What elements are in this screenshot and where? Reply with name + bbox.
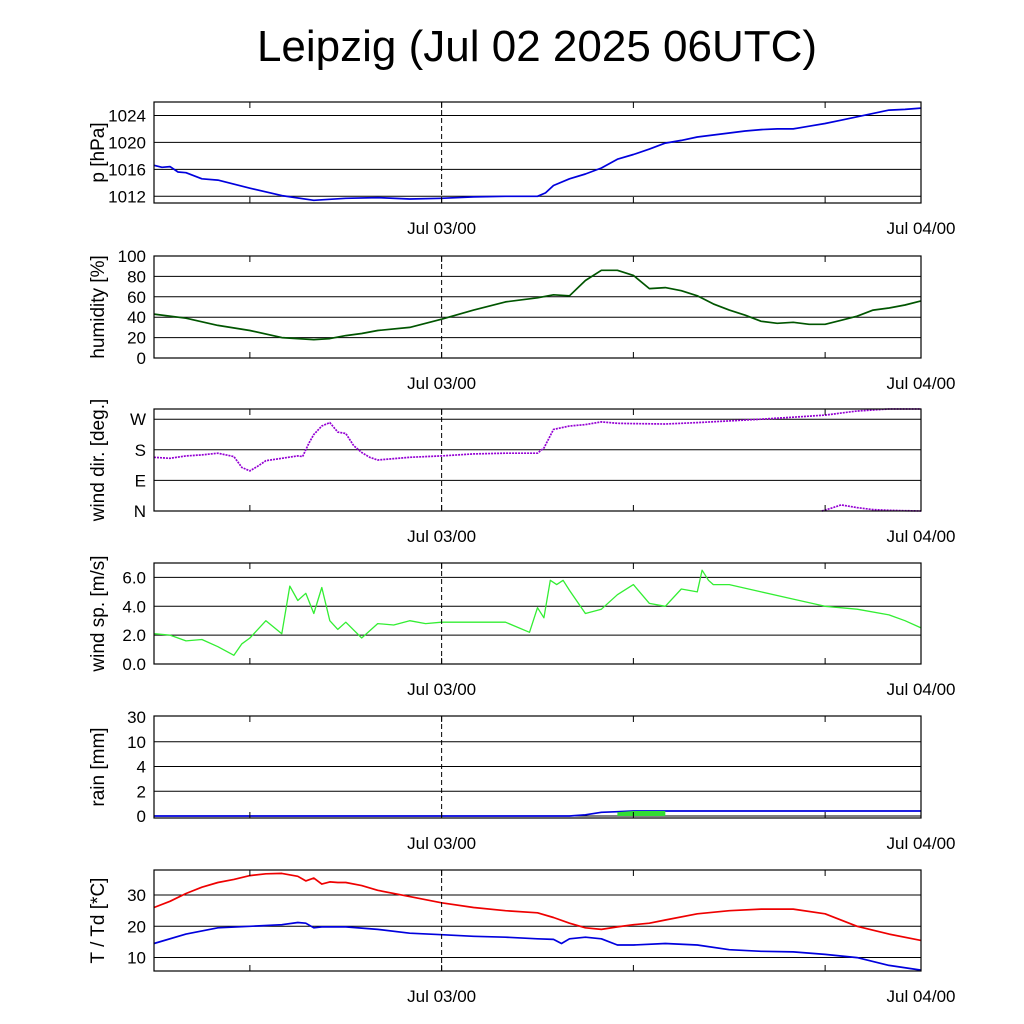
y-tick-label: 100: [118, 247, 146, 266]
x-tick-label: Jul 03/00: [407, 987, 476, 1006]
y-tick-label: 1016: [108, 160, 146, 179]
y-tick-label: 0.0: [122, 655, 146, 674]
y-tick-label: 1024: [108, 106, 146, 125]
y-tick-label: 2: [137, 782, 146, 801]
x-tick-label: Jul 04/00: [887, 987, 956, 1006]
y-axis-label: rain [mm]: [88, 727, 109, 806]
y-tick-label: 2.0: [122, 626, 146, 645]
y-tick-label: 60: [127, 288, 146, 307]
y-tick-label: 4.0: [122, 597, 146, 616]
y-tick-label: 0: [137, 349, 146, 368]
series-wind-dir: [821, 504, 922, 512]
y-tick-label: 1020: [108, 133, 146, 152]
y-axis-label: p [hPa]: [88, 122, 109, 182]
panel-1: 1012 1016 1020 1024 Jul 03/00 Jul 04/00 p [hPa…: [88, 101, 956, 238]
plot-frame: [153, 101, 922, 204]
y-axis-label: T / Td [*C]: [88, 878, 109, 964]
panel-6: 10 20 30 Jul 03/00 Jul 04/00 T / Td [*C]: [88, 869, 956, 1006]
x-tick-label: Jul 03/00: [407, 527, 476, 546]
x-tick-label: Jul 03/00: [407, 834, 476, 853]
x-tick-label: Jul 04/00: [887, 527, 956, 546]
y-axis-label: humidity [%]: [88, 255, 109, 358]
y-tick-label: 40: [127, 308, 146, 327]
series-dewpoint: [153, 921, 922, 971]
y-tick-label: 30: [127, 886, 146, 905]
chart-title: Leipzig (Jul 02 2025 06UTC): [256, 22, 818, 71]
series-humidity: [153, 269, 922, 341]
x-tick-label: Jul 04/00: [887, 680, 956, 699]
y-tick-label: 20: [127, 917, 146, 936]
y-tick-label: N: [134, 502, 146, 521]
y-tick-label: W: [130, 410, 146, 429]
series-rain-line: [154, 810, 921, 817]
y-axis-label: wind dir. [deg.]: [88, 399, 109, 523]
series-wind-speed: [153, 569, 922, 656]
plot-frame: [153, 255, 922, 359]
x-tick-label: Jul 04/00: [887, 374, 956, 393]
x-tick-label: Jul 03/00: [407, 219, 476, 238]
y-tick-label: E: [135, 471, 146, 490]
y-tick-label: 4: [137, 758, 146, 777]
x-tick-label: Jul 03/00: [407, 680, 476, 699]
panel-4: 0.0 2.0 4.0 6.0 Jul 03/00 Jul 04/00 wind sp. […: [88, 555, 956, 699]
y-tick-label: 20: [127, 329, 146, 348]
x-tick-label: Jul 04/00: [887, 834, 956, 853]
y-tick-label: 0: [137, 807, 146, 826]
plot-frame: [153, 869, 922, 972]
y-tick-label: 80: [127, 267, 146, 286]
series-pressure: [153, 107, 922, 202]
y-tick-label: S: [135, 441, 146, 460]
plot-frame: [153, 715, 922, 819]
plot-frame: [153, 408, 922, 512]
y-tick-label: 6.0: [122, 568, 146, 587]
panel-5: 0 2 4 10 30 Jul 03/00 Jul 04/00 rain [mm]: [88, 708, 956, 853]
y-tick-label: 30: [127, 708, 146, 727]
x-tick-label: Jul 03/00: [407, 374, 476, 393]
x-tick-label: Jul 04/00: [887, 219, 956, 238]
y-tick-label: 10: [127, 733, 146, 752]
series-rain-fill: [617, 811, 666, 816]
series-wind-dir: [153, 408, 921, 472]
y-tick-label: 10: [127, 949, 146, 968]
plot-frame: [153, 562, 922, 665]
y-tick-label: 1012: [108, 187, 146, 206]
series-temperature: [153, 872, 922, 942]
y-axis-label: wind sp. [m/s]: [88, 555, 109, 672]
